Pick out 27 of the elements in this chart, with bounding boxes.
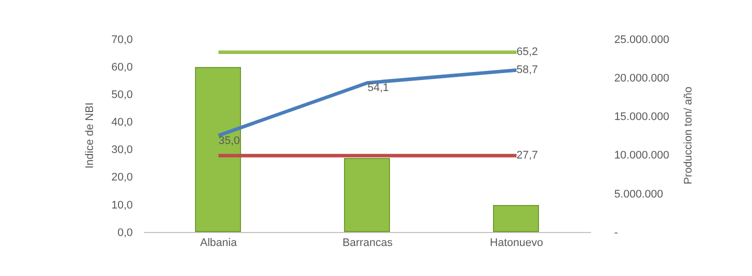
x-tick-label: Barrancas <box>342 237 394 250</box>
y-tick-label: 0,0 <box>118 226 133 239</box>
x-tick-label: Hatonuevo <box>490 237 544 250</box>
data-label: 35,0 <box>218 134 240 147</box>
data-label: 27,7 <box>516 149 538 162</box>
y2-tick-label: 15.000.000 <box>614 111 670 124</box>
y2-tick-label: - <box>614 226 618 239</box>
y2-axis-title: Produccion ton/ año <box>682 86 694 184</box>
y-axis-title: Indice de NBI <box>84 102 96 169</box>
bar <box>344 158 390 232</box>
y2-tick-label: 10.000.000 <box>614 150 670 162</box>
y-tick-label: 60,0 <box>111 61 133 74</box>
y2-tick-label: 20.000.000 <box>614 72 670 84</box>
y-tick-label: 20,0 <box>111 172 133 184</box>
data-label: 54,1 <box>368 82 389 94</box>
y-tick-label: 10,0 <box>111 199 133 212</box>
y2-tick-label: 25.000.000 <box>614 34 670 46</box>
data-label: 65,2 <box>516 46 538 58</box>
y-tick-label: 50,0 <box>111 88 133 101</box>
data-label: 58,7 <box>516 64 538 76</box>
y-tick-label: 40,0 <box>111 116 133 129</box>
y2-tick-label: 5.000.000 <box>614 188 664 200</box>
y-tick-label: 30,0 <box>111 144 133 156</box>
bar <box>195 67 241 232</box>
bar <box>493 205 539 232</box>
y-tick-label: 70,0 <box>111 34 133 46</box>
x-tick-label: Albania <box>200 237 238 250</box>
